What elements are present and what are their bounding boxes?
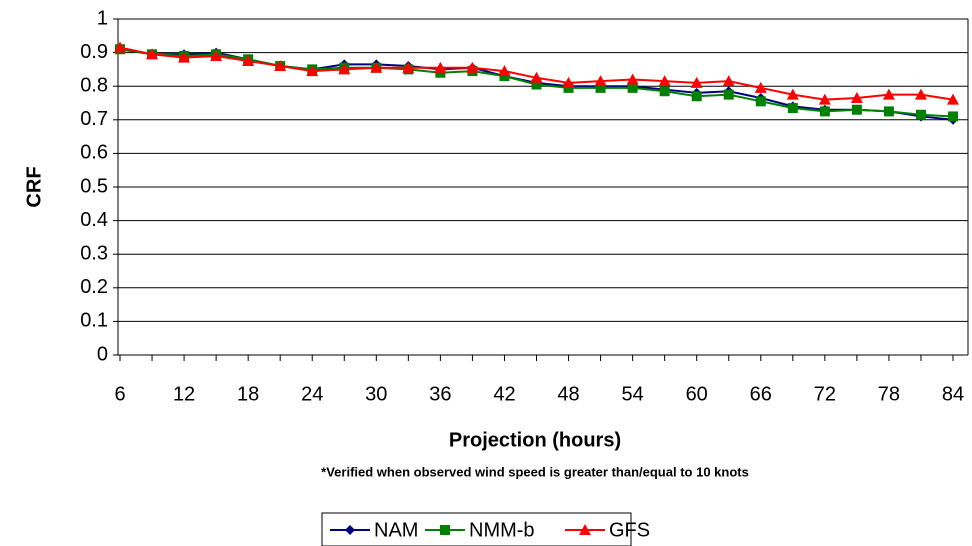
marker (594, 75, 607, 87)
marker (338, 63, 351, 75)
legend-label: GFS (609, 519, 650, 541)
marker (658, 75, 671, 87)
marker (691, 91, 702, 102)
y-tick-label: 0.7 (80, 108, 108, 130)
y-tick-label: 0 (97, 343, 108, 365)
marker (626, 73, 639, 85)
y-tick-label: 0.1 (80, 310, 108, 332)
y-tick-label: 0.5 (80, 175, 108, 197)
x-tick-label: 78 (878, 383, 900, 405)
y-tick-label: 0.2 (80, 276, 108, 298)
x-tick-label: 42 (493, 383, 515, 405)
marker (690, 76, 703, 88)
marker (498, 65, 511, 77)
marker (755, 96, 766, 107)
marker (435, 67, 446, 78)
y-tick-label: 0.9 (80, 41, 108, 63)
x-tick-label: 60 (686, 383, 708, 405)
marker (882, 88, 895, 100)
x-tick-label: 54 (621, 383, 643, 405)
marker (595, 82, 606, 93)
x-tick-label: 66 (750, 383, 772, 405)
marker (466, 61, 479, 73)
x-tick-label: 48 (557, 383, 579, 405)
marker (722, 75, 735, 87)
marker (563, 82, 574, 93)
marker (786, 88, 799, 100)
marker (499, 71, 510, 82)
marker (530, 71, 543, 83)
x-tick-label: 6 (114, 383, 125, 405)
y-axis-title: CRF (23, 166, 45, 207)
marker (818, 93, 831, 105)
marker (754, 81, 767, 93)
marker (440, 525, 450, 535)
marker (562, 76, 575, 88)
marker (850, 91, 863, 103)
marker (370, 61, 383, 73)
marker (114, 41, 126, 53)
marker (402, 61, 415, 73)
marker (883, 106, 894, 117)
marker (948, 111, 958, 122)
marker (723, 89, 734, 100)
x-tick-label: 36 (429, 383, 451, 405)
note: *Verified when observed wind speed is gr… (321, 464, 749, 479)
y-tick-label: 0.8 (80, 74, 108, 96)
y-tick-label: 0.4 (80, 209, 108, 231)
marker (306, 65, 319, 77)
x-tick-label: 12 (173, 383, 195, 405)
x-tick-label: 72 (814, 383, 836, 405)
marker (915, 109, 926, 120)
marker (851, 104, 862, 115)
marker (178, 51, 191, 63)
marker (579, 524, 591, 535)
marker (819, 106, 830, 117)
y-tick-label: 0.3 (80, 242, 108, 264)
y-tick-label: 1 (97, 7, 108, 29)
x-axis-title: Projection (hours) (449, 429, 621, 451)
marker (914, 88, 927, 100)
marker (659, 86, 670, 97)
x-tick-label: 84 (942, 383, 964, 405)
marker (274, 60, 287, 72)
marker (146, 48, 159, 60)
marker (627, 82, 638, 93)
marker (210, 49, 223, 61)
legend-label: NAM (374, 519, 418, 541)
marker (947, 93, 959, 105)
marker (242, 55, 255, 66)
legend-label: NMM-b (469, 519, 535, 541)
x-tick-label: 30 (365, 383, 387, 405)
marker (345, 525, 355, 535)
marker (531, 79, 542, 90)
y-tick-label: 0.6 (80, 142, 108, 164)
x-tick-label: 24 (301, 383, 323, 405)
marker (787, 103, 798, 114)
marker (434, 61, 447, 73)
x-tick-label: 18 (237, 383, 259, 405)
